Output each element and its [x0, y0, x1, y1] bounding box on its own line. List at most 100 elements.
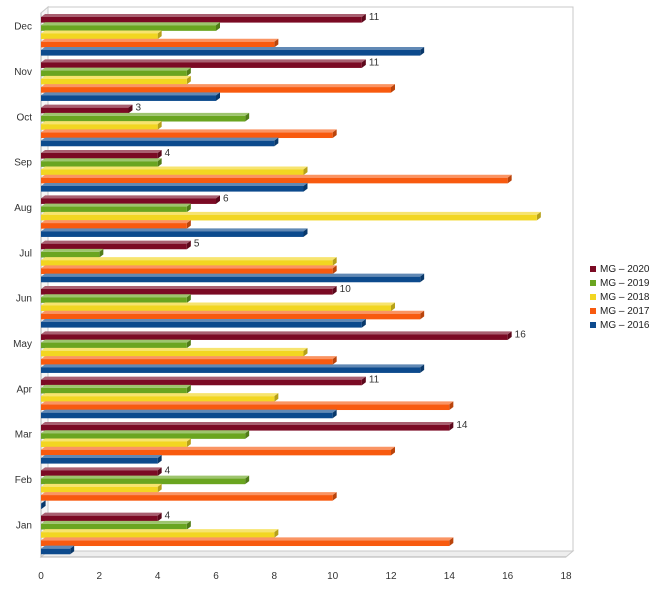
x-tick-label-6: 6: [213, 571, 219, 582]
bar-jun-3: [41, 302, 395, 312]
bar-apr-5: [41, 409, 337, 419]
data-label-oct: 3: [136, 103, 142, 114]
x-tick-label-8: 8: [272, 571, 278, 582]
bar-dec-2: [41, 22, 220, 31]
x-tick-label-0: 0: [38, 571, 44, 582]
bar-nov-3: [41, 75, 191, 85]
data-labels: 4 4 14 11 16 10 5 6 4 3 11 11: [136, 12, 527, 522]
data-label-may: 16: [515, 329, 527, 340]
bar-may-5: [41, 364, 425, 373]
legend-item: MG – 2016: [590, 318, 649, 332]
bar-may-1: [41, 331, 512, 340]
y-tick-label-apr: Apr: [16, 384, 32, 395]
bar-jul-5: [41, 273, 425, 283]
bar-oct-5: [41, 137, 279, 147]
bar-jun-4: [41, 310, 425, 320]
bar-jan-2: [41, 520, 191, 530]
bar-may-4: [41, 356, 337, 365]
bar-nov-2: [41, 67, 191, 77]
bar-apr-2: [41, 384, 191, 394]
legend-label: MG – 2018: [600, 291, 650, 303]
bar-feb-1: [41, 467, 162, 476]
y-tick-label-sep: Sep: [14, 158, 32, 169]
y-tick-label-jul: Jul: [19, 248, 32, 259]
bar-feb-4: [41, 492, 337, 501]
bar-sep-3: [41, 166, 308, 176]
x-tick-label-18: 18: [560, 571, 572, 582]
bar-jan-1: [41, 512, 162, 522]
bar-nov-1: [41, 59, 366, 68]
bar-aug-2: [41, 203, 191, 213]
y-tick-label-aug: Aug: [14, 203, 32, 214]
bar-sep-4: [41, 174, 512, 184]
bar-dec-1: [41, 14, 366, 23]
y-tick-label-jun: Jun: [16, 294, 32, 305]
data-label-sep: 4: [165, 148, 171, 159]
x-tick-label-16: 16: [502, 571, 514, 582]
legend-swatch: [590, 322, 596, 328]
bar-jul-2: [41, 248, 104, 258]
y-tick-label-nov: Nov: [14, 67, 32, 78]
legend-item: MG – 2020: [590, 262, 649, 276]
bar-may-3: [41, 347, 308, 357]
bar-nov-5: [41, 92, 220, 101]
legend-label: MG – 2017: [600, 305, 650, 317]
bar-aug-4: [41, 220, 191, 229]
bar-oct-1: [41, 104, 133, 114]
y-tick-label-feb: Feb: [15, 475, 33, 486]
legend-item: MG – 2019: [590, 276, 649, 290]
bar-jan-4: [41, 537, 454, 547]
x-tick-label-14: 14: [444, 571, 456, 582]
x-tick-label-2: 2: [97, 571, 103, 582]
bar-jul-4: [41, 265, 337, 275]
x-tick-label-10: 10: [327, 571, 339, 582]
bar-dec-5: [41, 47, 425, 56]
bar-mar-4: [41, 446, 395, 456]
data-label-apr: 11: [369, 375, 380, 386]
bar-mar-3: [41, 438, 191, 448]
bar-nov-4: [41, 84, 395, 93]
bar-apr-3: [41, 393, 279, 402]
bar-oct-2: [41, 112, 250, 122]
bar-feb-5: [41, 500, 46, 509]
bar-jul-1: [41, 240, 191, 250]
bar-apr-4: [41, 401, 454, 411]
legend-label: MG – 2019: [600, 277, 650, 289]
bar-aug-3: [41, 211, 541, 221]
x-axis-labels: 0 2 4 6 8 10 12 14 16 18: [38, 571, 572, 582]
y-tick-label-dec: Dec: [14, 22, 32, 33]
y-tick-label-jan: Jan: [16, 520, 32, 531]
data-label-nov: 11: [369, 57, 380, 68]
legend-label: MG – 2020: [600, 263, 650, 275]
bar-oct-4: [41, 129, 337, 139]
bar-sep-2: [41, 158, 162, 167]
legend-swatch: [590, 280, 596, 286]
bar-mar-2: [41, 430, 250, 439]
legend: MG – 2020 MG – 2019 MG – 2018 MG – 2017 MG –…: [590, 262, 649, 332]
legend-item: MG – 2017: [590, 304, 649, 318]
data-label-jan: 4: [165, 511, 171, 522]
data-label-jul: 5: [194, 239, 200, 250]
legend-item: MG – 2018: [590, 290, 649, 304]
bar-dec-4: [41, 38, 279, 48]
bar-jan-3: [41, 529, 279, 538]
y-tick-label-mar: Mar: [15, 430, 33, 441]
bar-apr-1: [41, 376, 366, 386]
bar-mar-5: [41, 455, 162, 464]
y-tick-label-may: May: [13, 339, 32, 350]
bar-sep-1: [41, 150, 162, 159]
bar-may-2: [41, 339, 191, 349]
data-label-dec: 11: [369, 12, 380, 23]
bar-dec-3: [41, 30, 162, 40]
legend-swatch: [590, 308, 596, 314]
bar-jun-1: [41, 286, 337, 295]
bar-aug-1: [41, 195, 220, 204]
x-tick-label-4: 4: [155, 571, 161, 582]
data-label-mar: 14: [456, 420, 468, 431]
bars: [41, 14, 541, 555]
bar-feb-3: [41, 483, 162, 493]
x-tick-label-12: 12: [385, 571, 397, 582]
y-tick-label-oct: Oct: [16, 112, 32, 123]
data-label-feb: 4: [165, 465, 171, 476]
bar-aug-5: [41, 228, 308, 237]
